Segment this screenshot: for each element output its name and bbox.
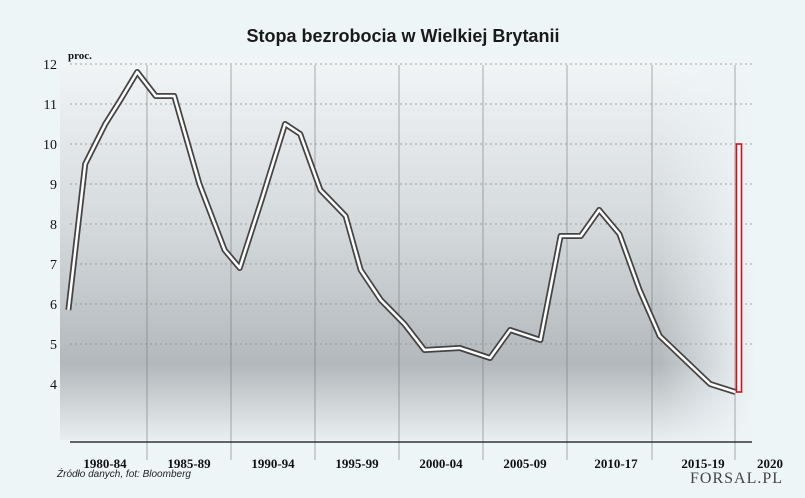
- x-tick-label: 1985-89: [167, 456, 211, 471]
- x-tick-label: 2020: [757, 456, 783, 471]
- chart-title: Stopa bezrobocia w Wielkiej Brytanii: [247, 26, 560, 46]
- unemployment-line: [67, 70, 736, 394]
- x-tick-label: 2015-19: [681, 456, 725, 471]
- source-note: Źródło danych, fot: Bloomberg: [56, 467, 191, 480]
- y-axis-unit: proc.: [68, 50, 92, 62]
- x-tick-label: 1995-99: [335, 456, 379, 471]
- forecast-2020-bar: [735, 143, 743, 393]
- y-tick-label: 11: [44, 98, 57, 113]
- y-tick-label: 8: [50, 218, 57, 233]
- x-tick-label: 2010-17: [594, 456, 638, 471]
- background-photo: [60, 60, 755, 440]
- y-tick-label: 9: [50, 178, 57, 193]
- y-tick-label: 6: [50, 298, 57, 313]
- y-tick-label: 5: [50, 338, 57, 353]
- y-tick-label: 10: [43, 138, 57, 153]
- x-tick-label: 1990-94: [251, 456, 295, 471]
- y-tick-label: 7: [50, 258, 57, 273]
- y-tick-label: 4: [50, 378, 57, 393]
- x-tick-label: 2005-09: [503, 456, 547, 471]
- x-tick-label: 1980-84: [83, 456, 127, 471]
- x-tick-label: 2000-04: [419, 456, 463, 471]
- forsal-logo: FORSAL.PL: [690, 470, 783, 487]
- y-tick-label: 12: [43, 58, 57, 73]
